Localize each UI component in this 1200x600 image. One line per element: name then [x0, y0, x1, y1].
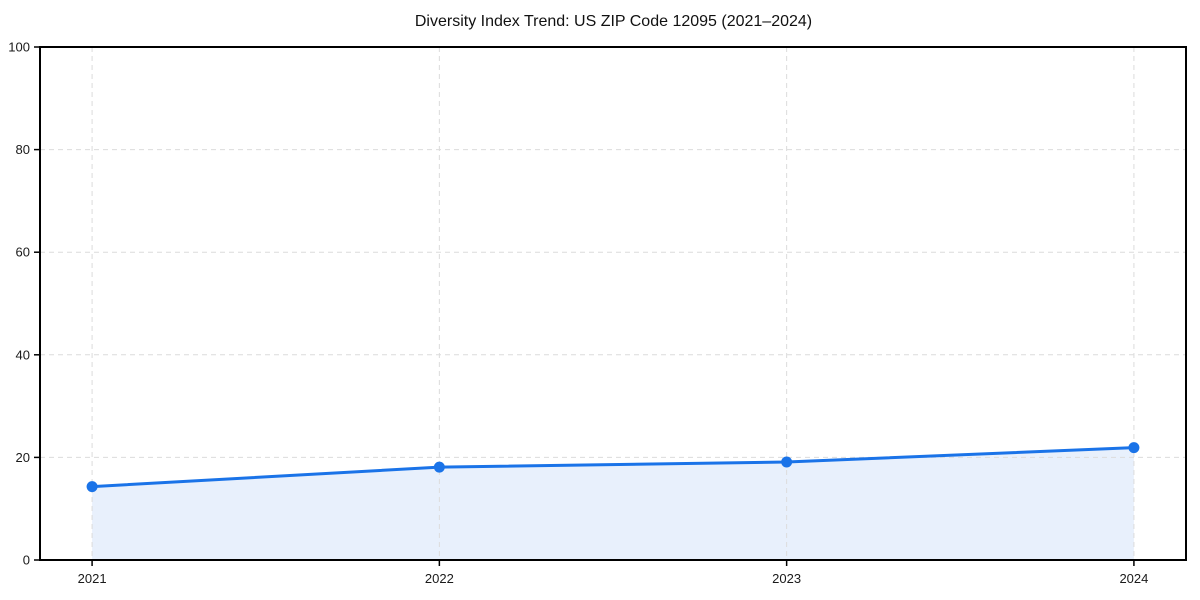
y-tick-label: 40	[16, 347, 30, 362]
y-tick-label: 20	[16, 450, 30, 465]
x-tick-label: 2022	[425, 571, 454, 586]
x-tick-label: 2024	[1119, 571, 1148, 586]
plot-frame	[39, 46, 1187, 561]
area-fill	[92, 447, 1134, 560]
data-point-2024	[1128, 442, 1140, 454]
y-tick-label: 100	[8, 40, 30, 55]
y-tick-label: 80	[16, 142, 30, 157]
x-tick-label: 2021	[78, 571, 107, 586]
data-point-2022	[433, 461, 445, 473]
y-tick-label: 60	[16, 245, 30, 260]
y-tick-label: 0	[23, 553, 30, 568]
chart-title: Diversity Index Trend: US ZIP Code 12095…	[414, 13, 813, 30]
data-point-2023	[781, 456, 793, 468]
trend-line	[90, 446, 1136, 489]
data-point-2021	[86, 481, 98, 493]
x-tick-label: 2023	[772, 571, 801, 586]
